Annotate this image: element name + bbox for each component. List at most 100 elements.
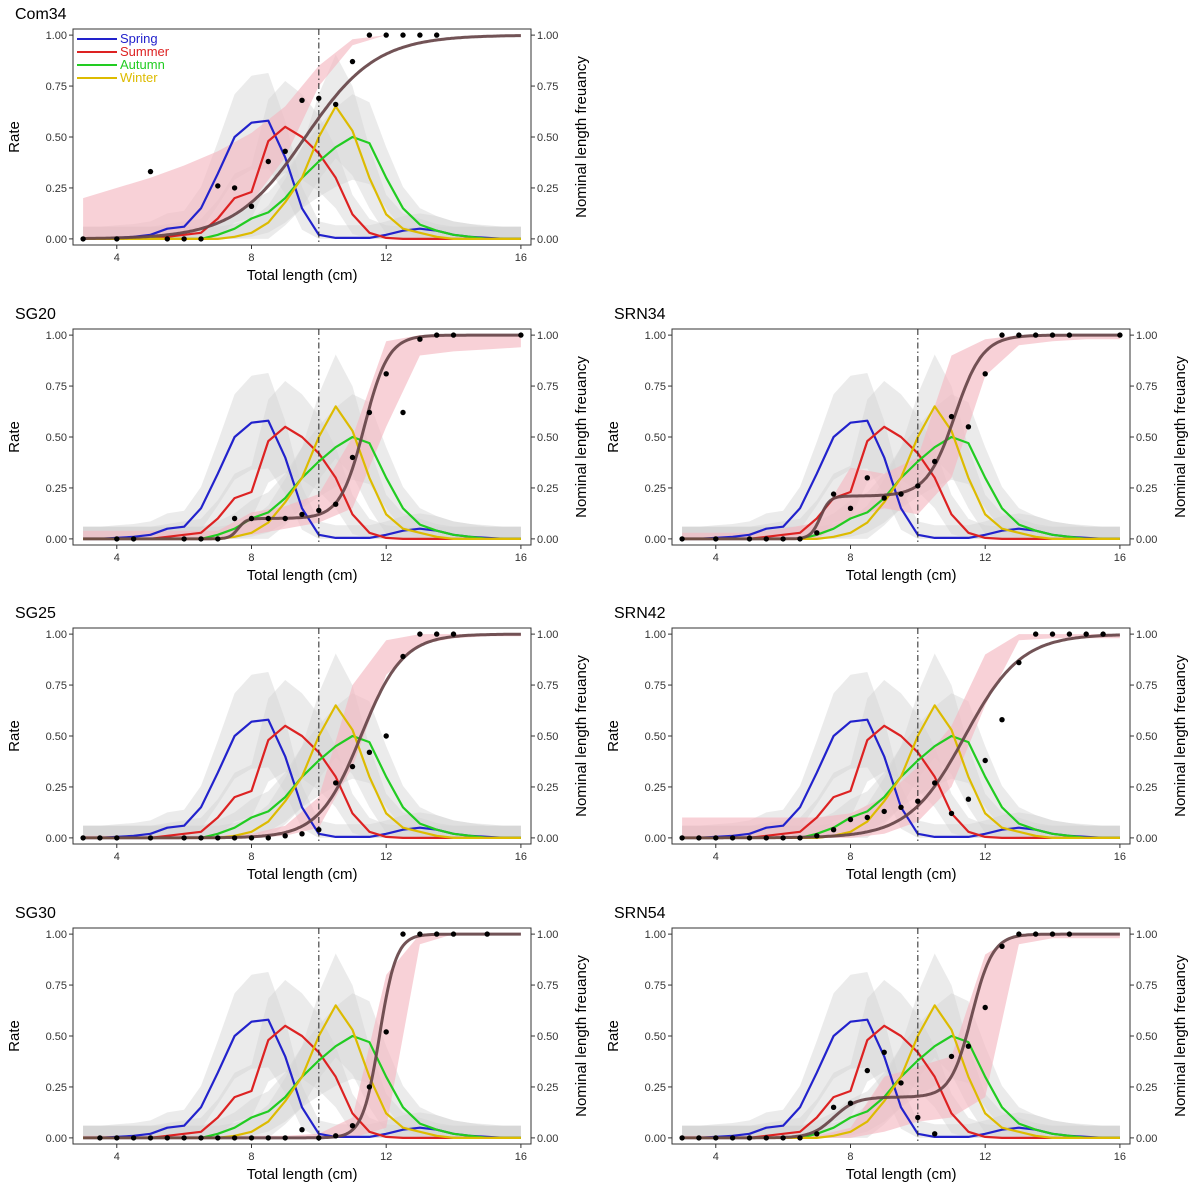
y-tick-label: 0.00 <box>46 234 67 246</box>
data-point <box>97 1135 103 1141</box>
data-point <box>746 835 753 841</box>
y2-tick-label: 0.50 <box>1136 731 1157 743</box>
x-tick-label: 12 <box>979 552 991 564</box>
panel-sg20: SG20 4 8 12 16 0.00 0.00 0.25 0.25 0.50 0.50 0.75 0.… <box>6 306 590 584</box>
data-point <box>1049 631 1056 637</box>
data-point <box>780 1135 786 1141</box>
data-point <box>797 835 803 841</box>
data-point <box>434 931 440 937</box>
data-point <box>881 808 887 815</box>
y2-tick-label: 0.75 <box>537 980 558 992</box>
data-point <box>864 475 870 481</box>
y-tick-label: 0.00 <box>645 833 666 845</box>
fit-curve <box>682 932 1120 1140</box>
y2-tick-label: 0.25 <box>1136 782 1157 794</box>
data-point <box>881 495 887 501</box>
data-point <box>383 371 389 377</box>
y2-tick-label: 0.00 <box>1136 1133 1157 1145</box>
data-point <box>164 236 170 242</box>
y2-tick-label: 0.00 <box>537 833 558 845</box>
data-point <box>417 631 423 637</box>
y-tick-label: 0.00 <box>645 1133 666 1145</box>
data-point <box>215 183 221 189</box>
y-tick-label: 0.25 <box>46 183 67 195</box>
x-tick-label: 12 <box>380 252 392 264</box>
data-point <box>847 505 854 511</box>
data-point <box>864 1067 870 1074</box>
y-tick-label: 0.50 <box>46 432 67 444</box>
panel-srn54: SRN54 4 8 12 16 0.00 0.00 0.25 0.25 0.50 0.50 0.75 0… <box>605 905 1189 1183</box>
data-point <box>147 168 154 175</box>
y-tick-label: 1.00 <box>46 629 67 641</box>
data-point <box>248 835 255 841</box>
band-winter <box>83 653 521 838</box>
data-point <box>434 32 440 38</box>
data-point <box>164 1135 170 1141</box>
data-point <box>780 536 786 542</box>
data-point <box>814 833 820 839</box>
data-point <box>830 491 837 497</box>
data-point <box>746 1135 753 1141</box>
y2-tick-label: 1.00 <box>1136 929 1157 941</box>
data-point <box>198 236 204 242</box>
y-tick-label: 0.25 <box>645 483 666 495</box>
data-point <box>1016 332 1022 338</box>
data-point <box>282 515 288 522</box>
data-point <box>316 1135 322 1141</box>
fit-ribbon <box>682 335 1120 539</box>
panel-sg25: SG25 4 8 12 16 0.00 0.00 0.25 0.25 0.50 0.50 0.75 0.… <box>6 605 590 883</box>
data-point <box>746 536 753 542</box>
x-tick-label: 4 <box>114 252 120 264</box>
data-point <box>1033 631 1039 637</box>
data-point <box>999 332 1005 338</box>
data-point <box>1016 659 1022 666</box>
panel-title: Com34 <box>15 6 67 23</box>
data-point <box>679 536 685 542</box>
band-winter <box>83 953 521 1138</box>
fit-ribbon <box>682 634 1120 838</box>
y2-tick-label: 0.75 <box>537 81 558 93</box>
band-autumn <box>682 993 1120 1138</box>
data-point <box>713 1135 719 1141</box>
band-summer <box>682 381 1120 539</box>
y2-axis-title: Nominal length freuancy <box>573 955 590 1117</box>
data-point <box>830 827 837 833</box>
data-point <box>518 332 524 338</box>
y2-tick-label: 0.75 <box>537 381 558 393</box>
data-point <box>383 1029 389 1035</box>
data-point <box>450 631 457 637</box>
panel-title: SG20 <box>15 306 56 323</box>
data-point <box>265 158 271 165</box>
data-point <box>383 32 389 38</box>
data-point <box>366 749 373 755</box>
data-point <box>248 203 255 209</box>
data-point <box>147 1135 154 1141</box>
y-tick-label: 0.75 <box>645 381 666 393</box>
data-point <box>1033 332 1039 338</box>
data-point <box>181 835 187 841</box>
data-point <box>215 536 221 542</box>
data-point <box>114 835 120 841</box>
data-point <box>114 236 120 242</box>
data-point <box>316 827 322 833</box>
data-point <box>299 511 305 518</box>
data-point <box>333 780 339 786</box>
data-point <box>349 454 356 461</box>
x-tick-label: 12 <box>979 1151 991 1163</box>
data-point <box>130 1135 137 1141</box>
data-point <box>198 536 204 542</box>
x-tick-label: 8 <box>847 552 853 564</box>
y-tick-label: 0.50 <box>645 731 666 743</box>
data-point <box>982 757 988 764</box>
data-point <box>679 1135 685 1141</box>
band-autumn <box>682 693 1120 838</box>
data-point <box>282 1135 288 1141</box>
data-point <box>299 831 305 837</box>
y2-tick-label: 0.75 <box>1136 381 1157 393</box>
y-tick-label: 0.25 <box>46 483 67 495</box>
data-point <box>265 1135 271 1141</box>
fit-curve <box>682 633 1120 840</box>
data-point <box>1117 332 1123 338</box>
data-point <box>282 833 288 839</box>
